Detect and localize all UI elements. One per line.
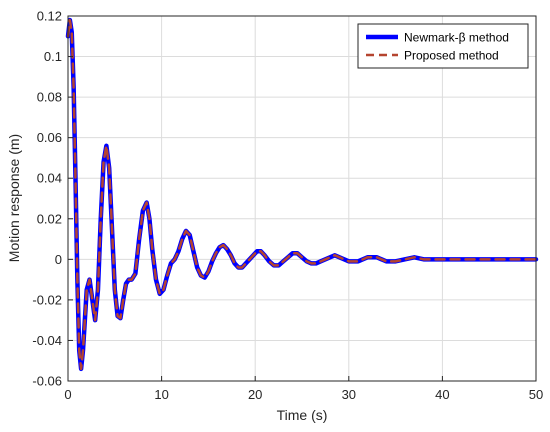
ticks: 0 10 20 30 40 50 -0.06 -0.04 -0.02 0 0.02 0.04 0.06 0…	[32, 9, 543, 403]
series-line-2	[66, 18, 538, 371]
y-axis-label: Motion response (m)	[6, 134, 22, 262]
y-tick-label: 0	[55, 252, 62, 267]
y-tick-label: 0.08	[37, 90, 62, 105]
x-tick-label: 40	[435, 387, 449, 402]
series-layer	[65, 17, 539, 372]
y-tick-label: -0.06	[32, 374, 62, 389]
y-tick-label: 0.02	[37, 211, 62, 226]
x-tick-label: 20	[248, 387, 262, 402]
plot-frame	[67, 15, 537, 382]
y-tick-label: 0.1	[44, 49, 62, 64]
x-tick-label: 0	[64, 387, 71, 402]
legend-box	[357, 23, 529, 69]
y-tick-label: 0.12	[37, 9, 62, 24]
x-tick-label: 50	[529, 387, 543, 402]
x-tick-label: 10	[154, 387, 168, 402]
x-tick-label: 30	[342, 387, 356, 402]
legend-label-1: Newmark-β method	[404, 31, 509, 45]
y-tick-label: -0.04	[32, 333, 62, 348]
legend-label-2: Proposed method	[404, 49, 499, 63]
legend: Newmark-β method Proposed method	[357, 23, 529, 69]
y-tick-label: 0.06	[37, 130, 62, 145]
y-tick-label: -0.02	[32, 292, 62, 307]
plot-area	[68, 16, 536, 381]
x-axis-label: Time (s)	[277, 407, 328, 423]
y-tick-label: 0.04	[37, 171, 62, 186]
